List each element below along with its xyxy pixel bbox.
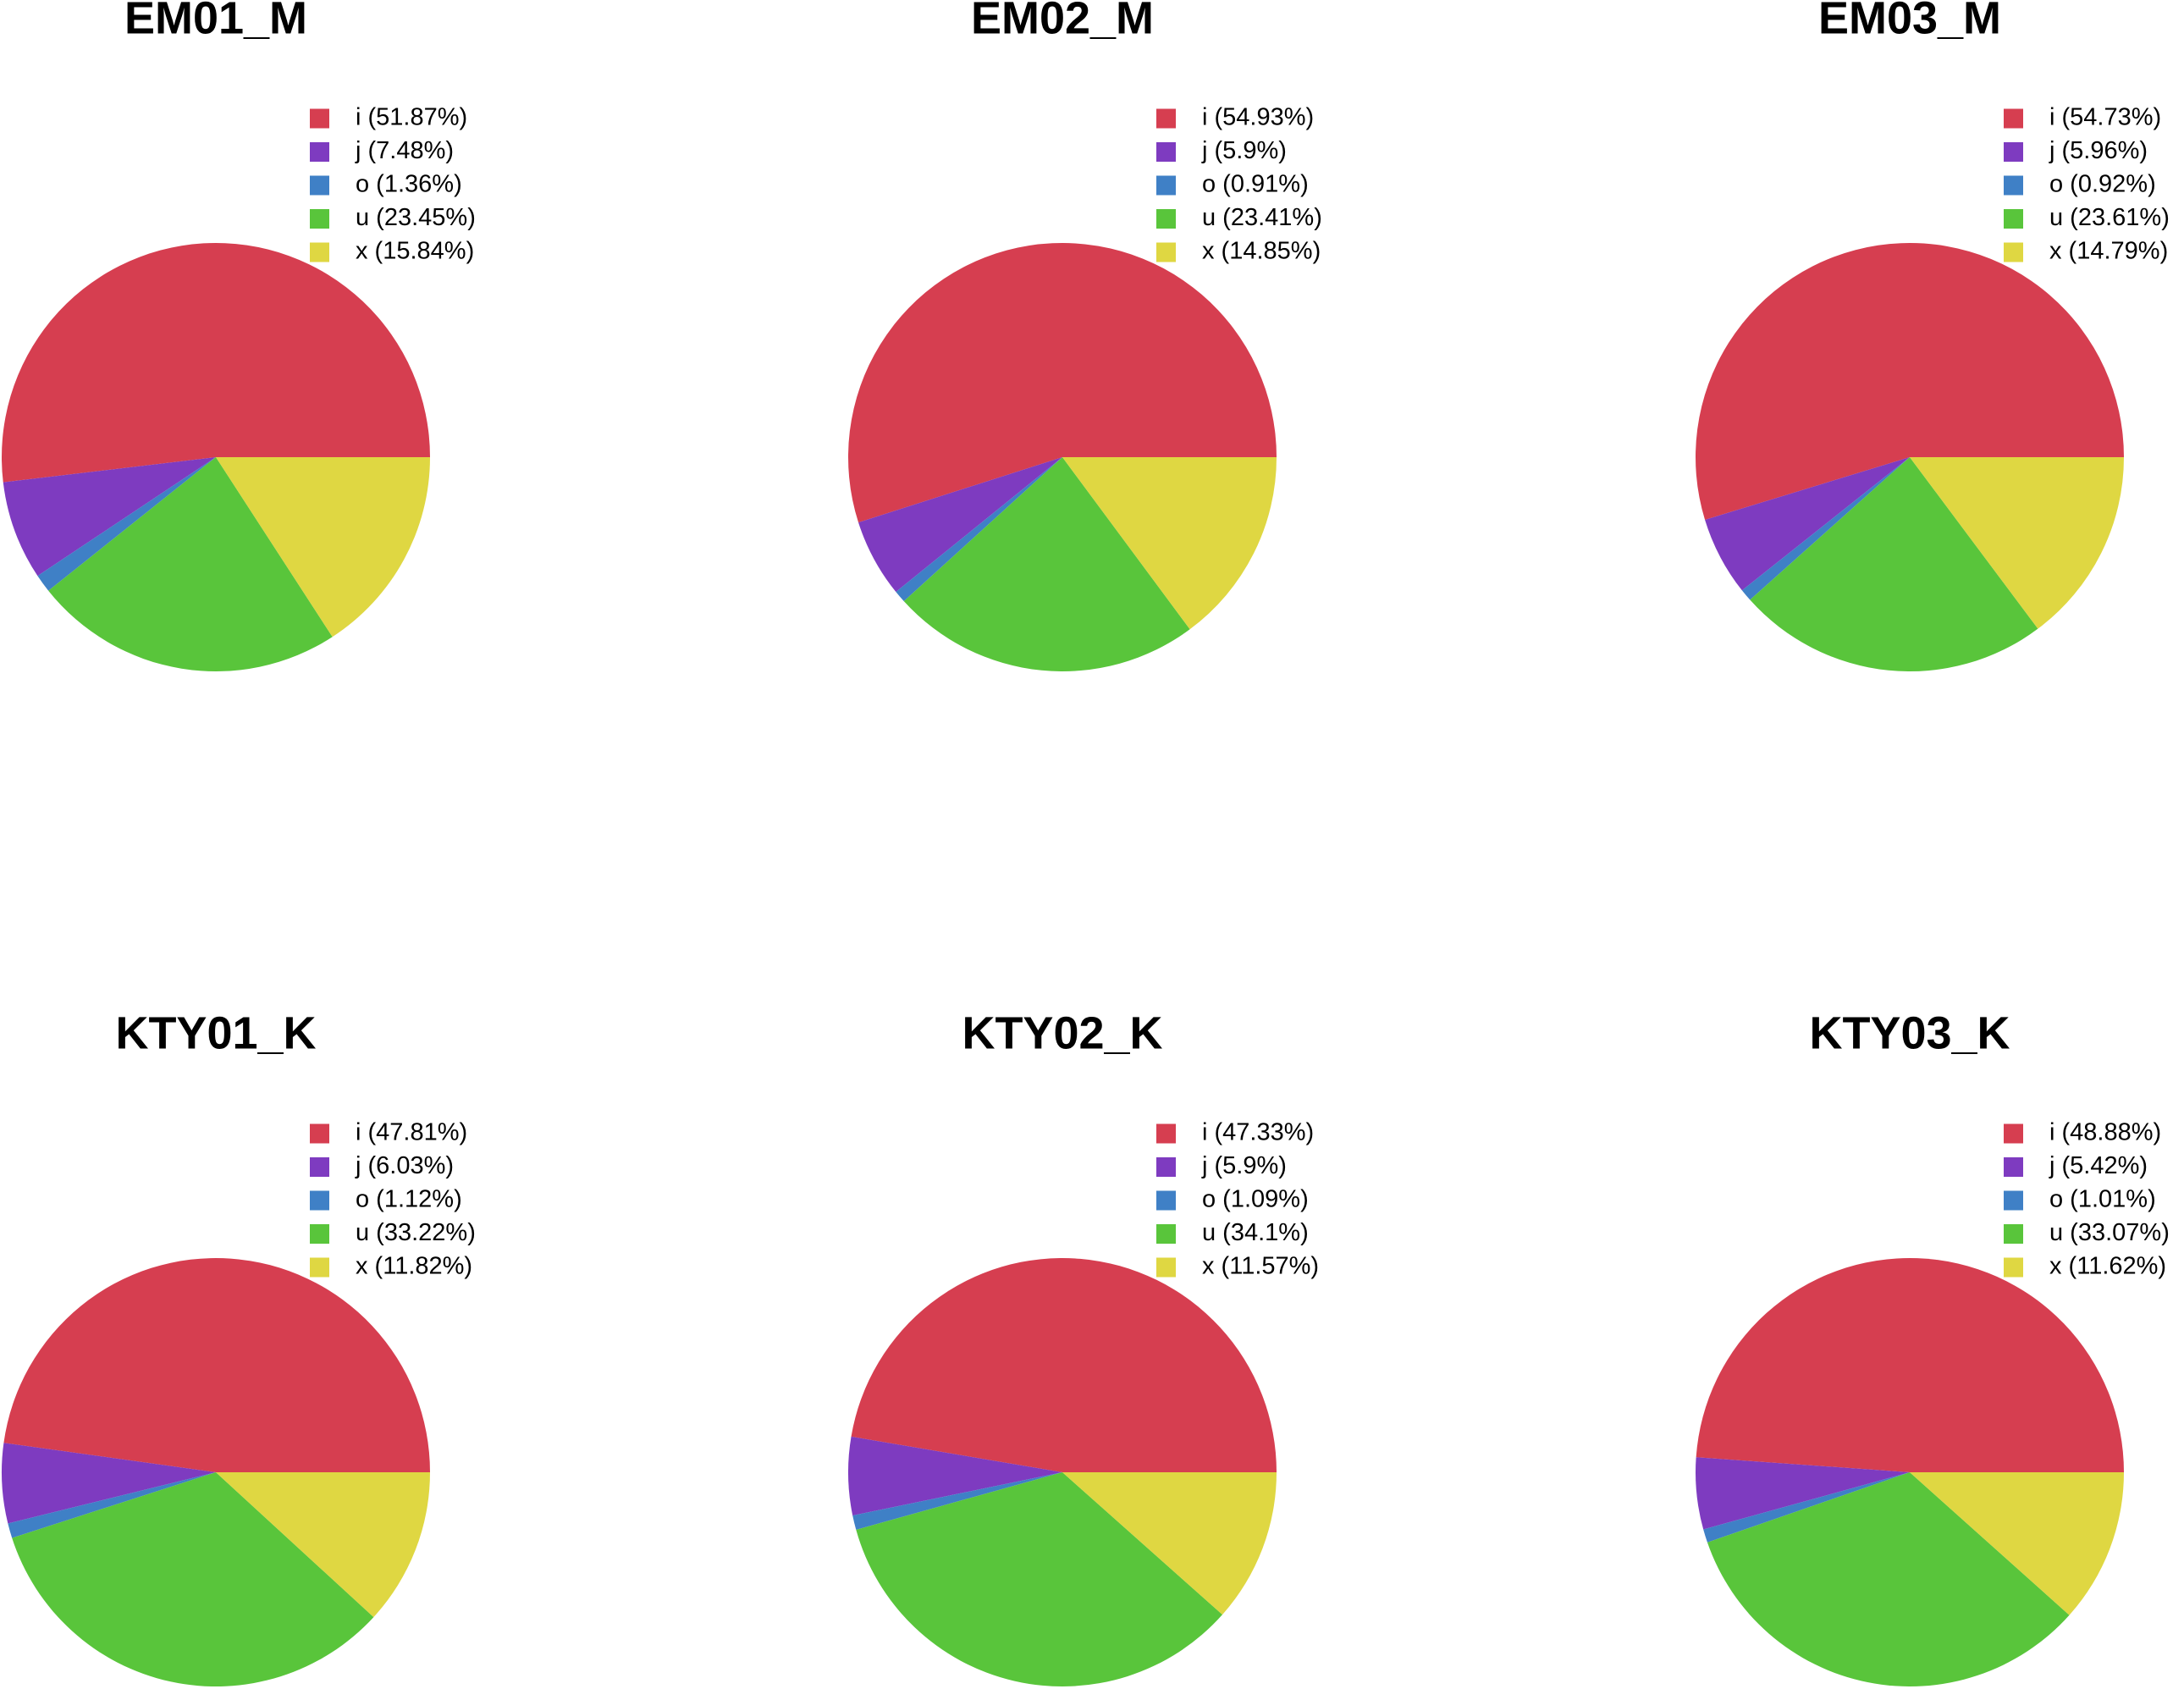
legend-swatch bbox=[1156, 1190, 1176, 1211]
legend-label: x (11.82%) bbox=[356, 1253, 472, 1280]
legend-swatch bbox=[2004, 142, 2023, 162]
legend-swatch bbox=[2004, 1190, 2023, 1211]
legend-label: x (11.62%) bbox=[2049, 1253, 2166, 1280]
legend-label: i (51.87%) bbox=[356, 104, 467, 131]
chart-title: EM02_M bbox=[971, 0, 1154, 43]
pie-slice bbox=[1696, 242, 2124, 521]
pie-slice bbox=[1, 243, 431, 483]
legend-swatch bbox=[1156, 175, 1176, 196]
legend-swatch bbox=[2004, 1157, 2023, 1177]
legend-label: o (1.12%) bbox=[356, 1186, 462, 1213]
legend-label: j (5.96%) bbox=[2049, 137, 2148, 164]
chart-title: EM03_M bbox=[1818, 0, 2001, 43]
pie-slice bbox=[848, 1436, 1062, 1516]
legend-label: o (0.91%) bbox=[1202, 171, 1309, 198]
pie-slice bbox=[848, 243, 1277, 523]
legend-swatch bbox=[1156, 1123, 1176, 1144]
legend-label: j (5.9%) bbox=[1201, 137, 1287, 164]
legend-swatch bbox=[1156, 209, 1176, 229]
legend-swatch bbox=[2004, 175, 2023, 196]
legend-swatch bbox=[310, 142, 329, 162]
pie-slice bbox=[1703, 1472, 1910, 1543]
legend-label: i (47.81%) bbox=[356, 1119, 467, 1146]
pie-slice bbox=[1741, 457, 1910, 600]
pie-slice bbox=[903, 457, 1190, 672]
legend-label: o (1.09%) bbox=[1202, 1186, 1309, 1213]
legend-label: u (23.41%) bbox=[1202, 204, 1322, 231]
legend-label: i (48.88%) bbox=[2049, 1119, 2161, 1146]
legend-label: j (7.48%) bbox=[355, 137, 454, 164]
legend-label: u (33.07%) bbox=[2049, 1219, 2170, 1246]
legend-label: j (6.03%) bbox=[355, 1152, 454, 1179]
legend-swatch bbox=[1156, 1157, 1176, 1177]
pie-slice bbox=[216, 457, 430, 638]
legend-label: o (1.36%) bbox=[356, 171, 462, 198]
pie-slice bbox=[37, 457, 216, 591]
legend-swatch bbox=[1156, 1257, 1176, 1278]
pie-slice bbox=[858, 457, 1062, 593]
pie-slice bbox=[1707, 1472, 2070, 1687]
legend-swatch bbox=[310, 242, 329, 262]
pie-slice bbox=[1062, 457, 1277, 630]
pie-slice bbox=[896, 457, 1062, 602]
legend-label: o (0.92%) bbox=[2049, 171, 2156, 198]
legend-swatch bbox=[1156, 242, 1176, 262]
pie-slice bbox=[1696, 1258, 2124, 1472]
pie-slice bbox=[3, 1257, 430, 1472]
pie-slice bbox=[1705, 457, 1910, 591]
legend-swatch bbox=[310, 108, 329, 129]
legend-label: x (14.79%) bbox=[2049, 238, 2168, 265]
legend-swatch bbox=[2004, 108, 2023, 129]
pie-slice bbox=[1062, 1472, 1277, 1615]
legend-label: i (54.93%) bbox=[1202, 104, 1314, 131]
legend-swatch bbox=[2004, 1224, 2023, 1244]
pie-slice bbox=[12, 1472, 374, 1686]
pie-slice bbox=[1, 1443, 216, 1524]
legend-swatch bbox=[310, 175, 329, 196]
legend-label: x (15.84%) bbox=[356, 238, 474, 265]
pie-slice bbox=[1910, 1472, 2124, 1615]
legend-swatch bbox=[310, 1123, 329, 1144]
legend-label: j (5.9%) bbox=[1201, 1152, 1287, 1179]
legend-swatch bbox=[1156, 108, 1176, 129]
pie-slice bbox=[3, 457, 216, 577]
legend-swatch bbox=[1156, 142, 1176, 162]
legend-swatch bbox=[310, 209, 329, 229]
legend-swatch bbox=[310, 1257, 329, 1278]
legend-label: i (54.73%) bbox=[2049, 104, 2161, 131]
legend-label: o (1.01%) bbox=[2049, 1186, 2156, 1213]
pie-slice bbox=[48, 457, 333, 671]
chart-title: KTY03_K bbox=[1809, 1007, 2010, 1058]
legend-swatch bbox=[2004, 1123, 2023, 1144]
legend-label: j (5.42%) bbox=[2049, 1152, 2148, 1179]
legend-swatch bbox=[310, 1224, 329, 1244]
legend-label: u (23.61%) bbox=[2049, 204, 2170, 231]
chart-title: KTY02_K bbox=[962, 1007, 1162, 1058]
pie-slice bbox=[851, 1258, 1277, 1472]
pie-slice bbox=[216, 1472, 430, 1618]
pie-slice bbox=[1910, 457, 2124, 629]
legend-swatch bbox=[2004, 242, 2023, 262]
legend-swatch bbox=[310, 1157, 329, 1177]
legend-label: u (33.22%) bbox=[356, 1219, 476, 1246]
legend-swatch bbox=[2004, 209, 2023, 229]
legend-label: x (14.85%) bbox=[1202, 238, 1321, 265]
pie-slice bbox=[852, 1472, 1062, 1530]
pie-slice bbox=[1696, 1457, 1910, 1530]
pie-slice bbox=[856, 1472, 1223, 1686]
legend-label: i (47.33%) bbox=[1202, 1119, 1314, 1146]
chart-title: EM01_M bbox=[124, 0, 307, 43]
legend-label: x (11.57%) bbox=[1202, 1253, 1319, 1280]
legend-swatch bbox=[2004, 1257, 2023, 1278]
chart-title: KTY01_K bbox=[115, 1007, 316, 1058]
legend-swatch bbox=[310, 1190, 329, 1211]
pie-slice bbox=[1750, 457, 2038, 672]
legend-swatch bbox=[1156, 1224, 1176, 1244]
legend-label: u (23.45%) bbox=[356, 204, 476, 231]
legend-label: u (34.1%) bbox=[1202, 1219, 1309, 1246]
pie-slice bbox=[8, 1472, 217, 1538]
